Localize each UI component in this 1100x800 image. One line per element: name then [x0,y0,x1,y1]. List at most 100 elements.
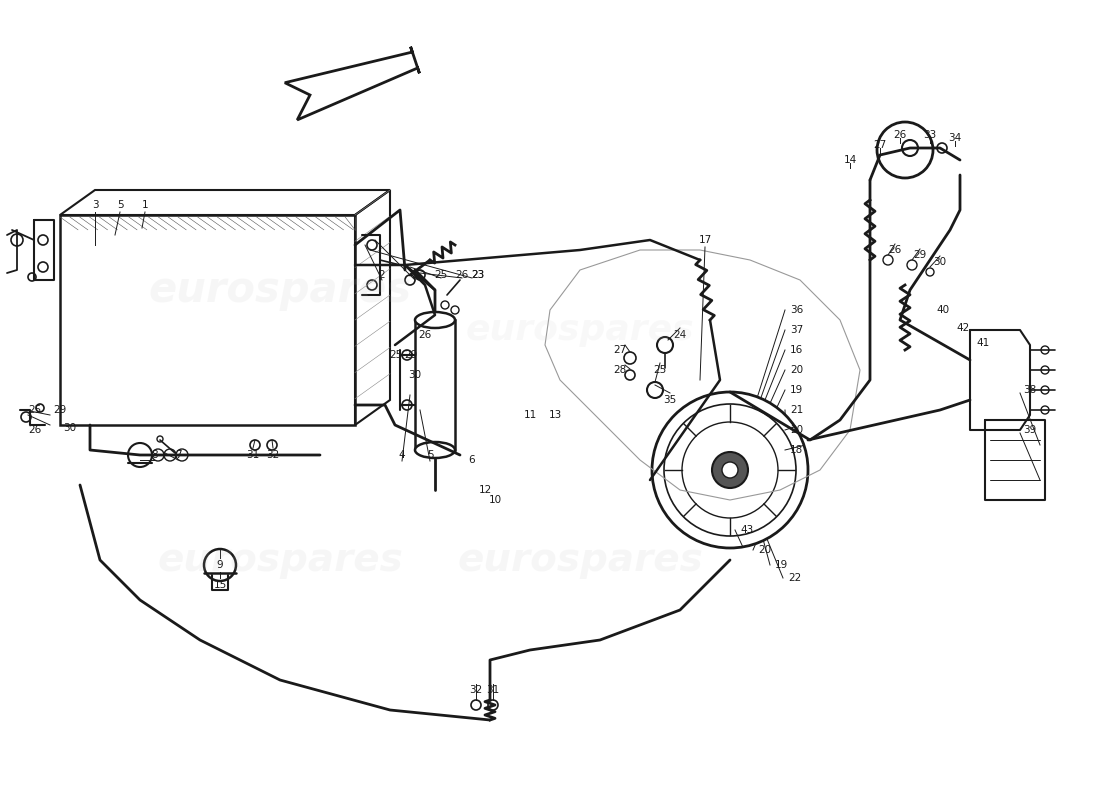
Text: 8: 8 [152,450,158,460]
Ellipse shape [415,312,455,328]
Circle shape [157,436,163,442]
Circle shape [367,240,377,250]
Text: 28: 28 [614,365,627,375]
Circle shape [657,337,673,353]
Circle shape [140,449,152,461]
Text: 25: 25 [653,365,667,375]
Text: 31: 31 [486,685,499,695]
Text: 32: 32 [470,685,483,695]
Circle shape [402,400,412,410]
Text: 43: 43 [740,525,754,535]
Circle shape [647,382,663,398]
Text: eurospares: eurospares [148,269,411,311]
Circle shape [39,262,48,272]
Text: 39: 39 [1023,425,1036,435]
Circle shape [204,549,236,581]
Text: 41: 41 [977,338,990,348]
Circle shape [36,404,44,412]
Text: 22: 22 [788,573,801,583]
Circle shape [937,143,947,153]
Text: 5: 5 [411,270,418,280]
Circle shape [250,440,260,450]
Text: 6: 6 [469,455,475,465]
Text: 37: 37 [790,325,803,335]
Circle shape [908,260,917,270]
Text: 38: 38 [1023,385,1036,395]
Text: 29: 29 [54,405,67,415]
Text: 3: 3 [91,200,98,210]
Text: 26: 26 [455,270,469,280]
Circle shape [415,270,425,280]
Text: 26: 26 [893,130,906,140]
Text: 34: 34 [948,133,961,143]
Text: 40: 40 [937,305,950,315]
Text: 27: 27 [614,345,627,355]
Text: 19: 19 [776,560,789,570]
Text: 11: 11 [524,410,537,420]
Circle shape [1041,386,1049,394]
Circle shape [128,443,152,467]
Text: 5: 5 [427,450,433,460]
Text: 42: 42 [957,323,970,333]
Circle shape [367,280,377,290]
Text: 14: 14 [844,155,857,165]
Circle shape [152,449,164,461]
Text: 26: 26 [418,330,431,340]
Circle shape [405,275,415,285]
Text: 4: 4 [398,450,405,460]
Text: 25: 25 [389,350,403,360]
Circle shape [1041,406,1049,414]
Text: 26: 26 [29,425,42,435]
Text: 1: 1 [142,200,148,210]
Circle shape [926,268,934,276]
Circle shape [21,412,31,422]
Ellipse shape [415,442,455,458]
Text: 18: 18 [790,445,803,455]
Text: 10: 10 [488,495,502,505]
Bar [60,215,355,425]
Text: 29: 29 [913,250,926,260]
Text: 27: 27 [873,140,887,150]
Text: 20: 20 [758,545,771,555]
Text: 23: 23 [472,270,485,280]
Text: 30: 30 [934,257,947,267]
Text: 32: 32 [266,450,279,460]
Text: eurospares: eurospares [157,541,403,579]
Circle shape [722,462,738,478]
Text: 9: 9 [217,560,223,570]
Text: 35: 35 [663,395,676,405]
Text: 12: 12 [478,485,492,495]
Circle shape [488,700,498,710]
Text: 5: 5 [117,200,123,210]
Text: 26: 26 [889,245,902,255]
Text: 29: 29 [405,350,418,360]
Circle shape [164,449,176,461]
Circle shape [652,392,808,548]
Circle shape [877,122,933,178]
Text: 25: 25 [434,270,448,280]
Text: eurospares: eurospares [465,313,694,347]
Text: 21: 21 [790,405,803,415]
Text: 16: 16 [790,345,803,355]
Circle shape [267,440,277,450]
Circle shape [682,422,778,518]
Circle shape [625,370,635,380]
Text: 2: 2 [378,270,385,280]
Text: 30: 30 [64,423,77,433]
Text: 20: 20 [790,425,803,435]
Circle shape [883,255,893,265]
Text: 7: 7 [175,450,182,460]
Circle shape [1041,346,1049,354]
Text: 36: 36 [790,305,803,315]
Circle shape [11,234,23,246]
Circle shape [624,352,636,364]
Text: 30: 30 [408,370,421,380]
Text: 15: 15 [213,580,227,590]
Circle shape [712,452,748,488]
Text: 25: 25 [29,405,42,415]
Circle shape [39,235,48,245]
Circle shape [176,449,188,461]
Text: 20: 20 [790,365,803,375]
Text: 33: 33 [923,130,936,140]
Circle shape [902,140,918,156]
